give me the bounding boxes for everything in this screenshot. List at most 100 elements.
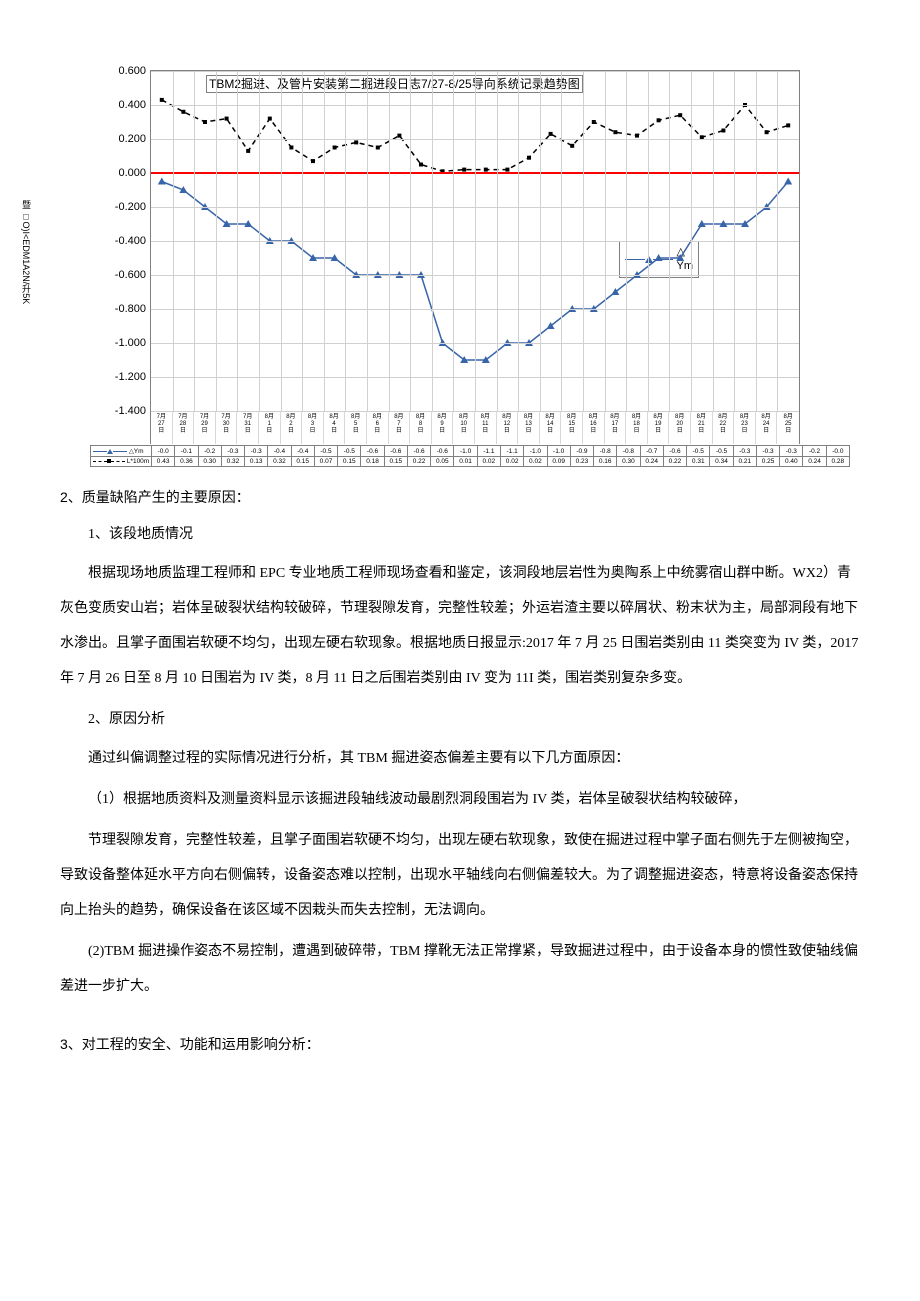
x-tick-label: 8月25日 <box>777 412 799 444</box>
y-tick-label: -1.400 <box>115 405 146 417</box>
x-tick-label: 8月4日 <box>324 412 346 444</box>
table-cell: 0.16 <box>594 457 617 467</box>
table-cell: 0.28 <box>826 457 849 467</box>
section-2-heading: 2、质量缺陷产生的主要原因： <box>60 487 860 507</box>
table-cell: -1.0 <box>547 446 570 457</box>
y-tick-label: 0.000 <box>118 167 146 179</box>
x-tick-label: 8月17日 <box>605 412 627 444</box>
table-cell: -0.3 <box>245 446 268 457</box>
y-tick-label: -1.200 <box>115 371 146 383</box>
table-cell: -0.6 <box>361 446 384 457</box>
table-cell: -0.0 <box>152 446 175 457</box>
x-tick-label: 7月27日 <box>151 412 173 444</box>
table-cell: -0.9 <box>570 446 593 457</box>
x-tick-label: 8月7日 <box>389 412 411 444</box>
paragraph-2: 通过纠偏调整过程的实际情况进行分析，其 TBM 掘进姿态偏差主要有以下几方面原因… <box>60 741 860 776</box>
paragraph-3b: 节理裂隙发育，完整性较差，且掌子面围岩软硬不均匀，出现左硬右软现象，致使在掘进过… <box>60 823 860 928</box>
table-cell: -0.6 <box>663 446 686 457</box>
table-cell: 0.24 <box>803 457 826 467</box>
y-tick-label: -0.400 <box>115 235 146 247</box>
table-cell: -1.1 <box>500 446 523 457</box>
table-cell: -0.7 <box>640 446 663 457</box>
section-3-heading: 3、对工程的安全、功能和运用影响分析： <box>60 1034 860 1054</box>
x-tick-label: 7月31日 <box>237 412 259 444</box>
x-tick-label: 8月14日 <box>540 412 562 444</box>
table-cell: 0.13 <box>245 457 268 467</box>
table-cell: -0.4 <box>291 446 314 457</box>
table-cell: -0.6 <box>407 446 430 457</box>
table-cell: 0.32 <box>268 457 291 467</box>
table-cell: -0.3 <box>221 446 244 457</box>
table-cell: -0.2 <box>198 446 221 457</box>
table-cell: -0.4 <box>268 446 291 457</box>
table-cell: -1.0 <box>524 446 547 457</box>
table-cell: -0.8 <box>594 446 617 457</box>
y-tick-label: -0.600 <box>115 269 146 281</box>
x-tick-label: 8月9日 <box>432 412 454 444</box>
x-tick-label: 8月20日 <box>669 412 691 444</box>
x-tick-label: 8月3日 <box>302 412 324 444</box>
x-tick-label: 7月30日 <box>216 412 238 444</box>
x-tick-label: 7月29日 <box>194 412 216 444</box>
table-cell: 0.24 <box>640 457 663 467</box>
table-cell: 0.02 <box>524 457 547 467</box>
table-cell: 0.21 <box>733 457 756 467</box>
table-cell: -0.3 <box>733 446 756 457</box>
y-tick-label: -1.000 <box>115 337 146 349</box>
paragraph-4: (2)TBM 掘进操作姿态不易控制，遭遇到破碎带，TBM 撑靴无法正常撑紧，导致… <box>60 934 860 1004</box>
chart-plot-wrap: TBM2掘进、及管片安装第二掘进段日志7/27-8/25导向系统记录趋势图 △Y… <box>100 70 800 467</box>
table-cell: 0.31 <box>687 457 710 467</box>
x-tick-label: 8月21日 <box>691 412 713 444</box>
table-cell: -0.3 <box>756 446 779 457</box>
x-tick-label: 8月6日 <box>367 412 389 444</box>
table-cell: 0.02 <box>500 457 523 467</box>
table-cell: 0.25 <box>756 457 779 467</box>
x-tick-label: 8月8日 <box>410 412 432 444</box>
x-tick-label: 8月23日 <box>734 412 756 444</box>
paragraph-1: 根据现场地质监理工程师和 EPC 专业地质工程师现场查看和鉴定，该洞段地层岩性为… <box>60 556 860 696</box>
chart-container: 暨 □O)I<EDM1A2N/升5K TBM2掘进、及管片安装第二掘进段日志7/… <box>100 70 800 467</box>
x-tick-label: 8月10日 <box>453 412 475 444</box>
table-cell: 0.22 <box>407 457 430 467</box>
table-cell: 0.23 <box>570 457 593 467</box>
table-cell: -1.1 <box>477 446 500 457</box>
x-axis: 7月27日7月28日7月29日7月30日7月31日8月1日8月2日8月3日8月4… <box>150 412 800 444</box>
y-axis-title: 暨 □O)I<EDM1A2N/升5K <box>20 200 33 304</box>
table-cell: -0.2 <box>803 446 826 457</box>
sub-2-heading: 2、原因分析 <box>60 702 860 737</box>
row-L-header: L*100m <box>91 457 152 467</box>
table-cell: 0.15 <box>384 457 407 467</box>
table-cell: 0.05 <box>431 457 454 467</box>
table-cell: -0.0 <box>826 446 849 457</box>
table-cell: 0.22 <box>663 457 686 467</box>
x-tick-label: 7月28日 <box>173 412 195 444</box>
x-tick-label: 8月1日 <box>259 412 281 444</box>
sub-1-heading: 1、该段地质情况 <box>60 517 860 552</box>
table-cell: -1.0 <box>454 446 477 457</box>
x-tick-label: 8月12日 <box>497 412 519 444</box>
table-cell: 0.09 <box>547 457 570 467</box>
table-cell: -0.5 <box>338 446 361 457</box>
y-tick-label: -0.200 <box>115 201 146 213</box>
x-tick-label: 8月15日 <box>561 412 583 444</box>
y-tick-label: 0.400 <box>118 99 146 111</box>
paragraph-3a: （1）根据地质资料及测量资料显示该掘进段轴线波动最剧烈洞段围岩为 IV 类，岩体… <box>60 782 860 817</box>
table-cell: 0.15 <box>338 457 361 467</box>
table-cell: -0.6 <box>431 446 454 457</box>
table-cell: 0.40 <box>780 457 803 467</box>
y-tick-label: -0.800 <box>115 303 146 315</box>
table-cell: 0.36 <box>175 457 198 467</box>
table-cell: 0.32 <box>221 457 244 467</box>
table-cell: 0.01 <box>454 457 477 467</box>
plot-area: TBM2掘进、及管片安装第二掘进段日志7/27-8/25导向系统记录趋势图 △Y… <box>150 70 800 412</box>
x-tick-label: 8月18日 <box>626 412 648 444</box>
table-cell: 0.30 <box>198 457 221 467</box>
table-cell: 0.15 <box>291 457 314 467</box>
table-cell: -0.8 <box>617 446 640 457</box>
table-cell: 0.34 <box>710 457 733 467</box>
table-cell: -0.5 <box>314 446 337 457</box>
table-cell: -0.5 <box>710 446 733 457</box>
table-cell: 0.18 <box>361 457 384 467</box>
y-tick-label: 0.200 <box>118 133 146 145</box>
table-cell: -0.6 <box>384 446 407 457</box>
